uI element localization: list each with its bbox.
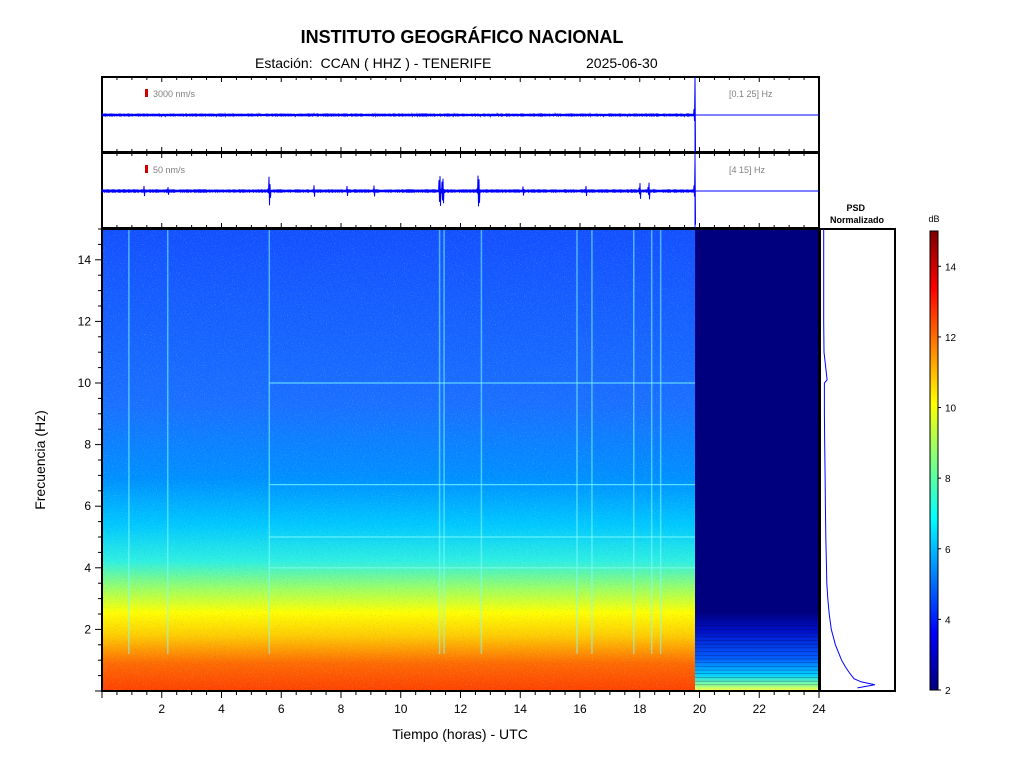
x-tick-label: 22 [753,702,767,716]
psd-curve [823,229,875,689]
page-title: INSTITUTO GEOGRÁFICO NACIONAL [300,27,624,47]
spectrogram-no-data [695,229,819,691]
psd-title-line-1: PSD [846,203,865,213]
psd-panel [819,228,896,692]
y-tick-label: 8 [84,438,91,452]
station-label: Estación: [255,55,313,71]
psd-title-line-2: Normalizado [830,215,885,225]
seismogram-trace [101,78,819,152]
x-tick-label: 10 [394,702,408,716]
station-value: CCAN ( HHZ ) - TENERIFE [320,55,492,71]
colorbar-tick-label: 12 [945,333,957,344]
colorbar-tick-label: 14 [945,262,957,273]
colorbar-tick-label: 2 [945,686,951,697]
y-tick-label: 14 [78,253,92,267]
colorbar-tick-label: 6 [945,545,951,556]
x-tick-label: 16 [573,702,587,716]
colorbar-gradient [929,230,939,691]
colorbar-title: dB [928,214,939,224]
colorbar-panel: 2 4 6 8 10 12 14 [929,230,957,697]
spectrogram-speckle-dark [102,229,696,691]
psd-frame [819,228,896,692]
y-tick-label: 4 [84,561,91,575]
seismogram-trace [101,157,819,225]
x-tick-label: 2 [158,702,165,716]
colorbar-tick-label: 4 [945,615,951,626]
x-tick-label: 20 [693,702,707,716]
y-tick-label: 2 [84,622,91,636]
x-tick-label: 14 [514,702,528,716]
y-tick-label: 10 [78,376,92,390]
trace2-filter-label: [4 15] Hz [729,165,766,175]
psd-title: PSD Normalizado [830,203,885,225]
seismogram-panels [101,76,820,229]
y-tick-label: 12 [78,314,92,328]
colorbar-tick-label: 10 [945,404,957,415]
x-tick-label: 24 [812,702,826,716]
seismogram-panel-1 [101,76,820,153]
colorbar-tick-label: 8 [945,474,951,485]
station-line: Estación: CCAN ( HHZ ) - TENERIFE [255,55,495,71]
x-tick-label: 4 [218,702,225,716]
x-tick-label: 8 [338,702,345,716]
trace-scale-marker [145,165,148,173]
x-tick-label: 6 [278,702,285,716]
x-tick-label: 18 [633,702,647,716]
trace1-filter-label: [0.1 25] Hz [729,89,773,99]
trace-scale-marker [145,89,148,97]
x-tick-label: 12 [454,702,468,716]
x-axis-label: Tiempo (horas) - UTC [392,726,528,742]
y-tick-label: 6 [84,499,91,513]
y-axis-label: Frecuencia (Hz) [32,410,48,510]
trace1-scale-label: 3000 nm/s [153,89,196,99]
trace2-scale-label: 50 nm/s [153,165,186,175]
station-date: 2025-06-30 [586,55,658,71]
seismogram-panel-2 [101,152,820,229]
